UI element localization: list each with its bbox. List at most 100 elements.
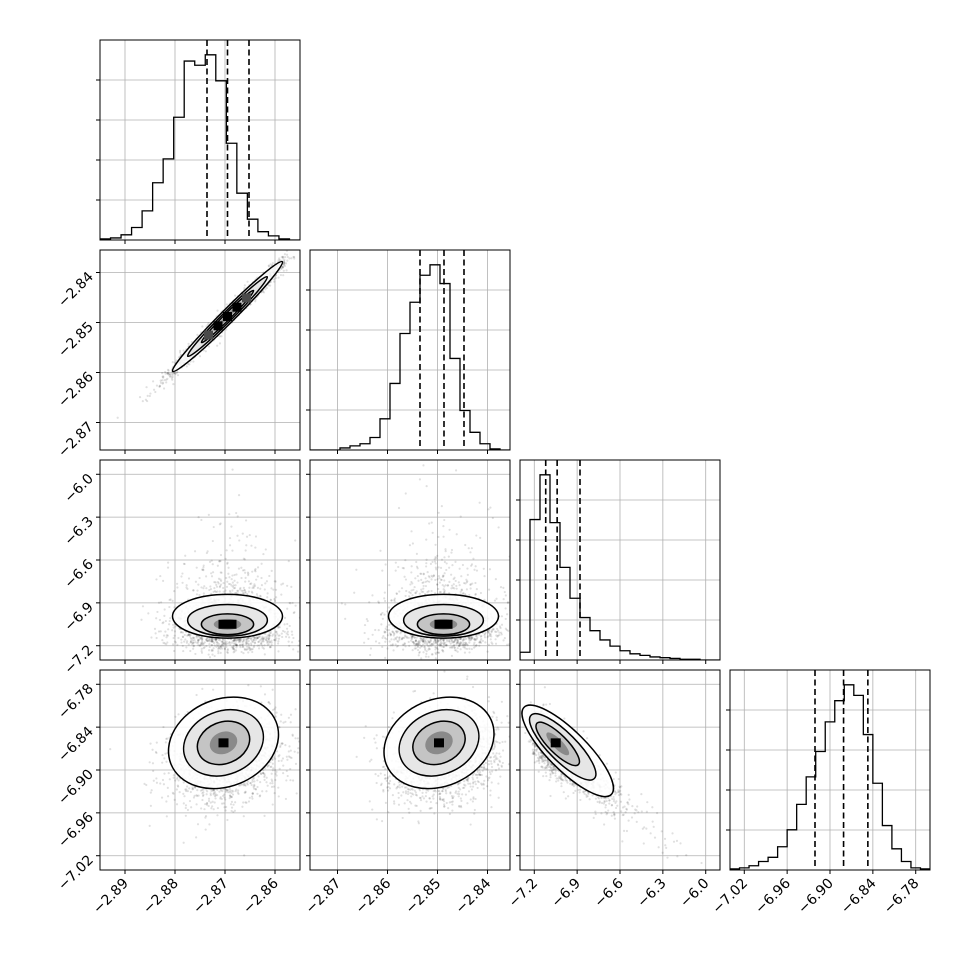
scatter-point	[208, 642, 211, 646]
scatter-point	[206, 550, 209, 553]
scatter-point	[506, 643, 509, 646]
scatter-point	[420, 645, 423, 648]
scatter-point	[185, 584, 188, 587]
scatter-point	[205, 638, 208, 642]
scatter-point	[237, 494, 241, 497]
scatter-point	[191, 643, 194, 646]
scatter-point	[288, 601, 291, 605]
scatter-point	[166, 641, 169, 644]
scatter-point	[487, 643, 490, 646]
scatter-point	[265, 580, 268, 583]
scatter-point	[450, 587, 453, 590]
scatter-point	[368, 601, 371, 604]
scatter-point	[222, 590, 225, 593]
scatter-point	[233, 638, 236, 641]
scatter-point	[395, 636, 399, 639]
scatter-point	[217, 645, 220, 648]
scatter-point	[247, 636, 251, 640]
scatter-point	[230, 641, 234, 644]
scatter-point	[176, 370, 179, 373]
scatter-point	[233, 579, 236, 582]
scatter-point	[254, 298, 257, 301]
scatter-point	[214, 590, 218, 594]
scatter-point	[242, 591, 245, 595]
peak-cell	[223, 312, 232, 321]
scatter-point	[197, 516, 200, 519]
scatter-point	[233, 639, 236, 642]
scatter-point	[457, 644, 460, 648]
scatter-point	[434, 657, 437, 660]
scatter-point	[270, 641, 273, 644]
scatter-point	[424, 584, 428, 588]
histogram-step-p2	[520, 474, 720, 660]
scatter-point	[386, 634, 390, 637]
histogram-step-p0	[100, 54, 300, 240]
scatter-point	[158, 618, 162, 622]
scatter-point	[199, 637, 202, 641]
scatter-point	[460, 588, 463, 591]
scatter-point	[410, 565, 413, 568]
scatter-point	[216, 644, 220, 647]
histogram-gridlines	[520, 460, 720, 660]
scatter-point	[216, 309, 219, 312]
scatter-point	[282, 269, 285, 272]
scatter-point	[414, 647, 418, 650]
scatter-point	[247, 651, 250, 654]
scatter-point	[474, 638, 478, 641]
scatter-point	[397, 506, 401, 510]
scatter-point	[268, 634, 271, 637]
scatter-point	[424, 640, 428, 644]
scatter-point	[211, 653, 214, 656]
scatter-point	[188, 635, 192, 638]
scatter-point	[395, 631, 399, 634]
scatter-point	[434, 640, 437, 643]
scatter-point	[245, 642, 249, 645]
scatter-point	[240, 643, 243, 646]
scatter-point	[228, 536, 232, 540]
scatter-point	[159, 601, 163, 604]
scatter-point	[215, 585, 219, 588]
scatter-point	[426, 642, 429, 645]
scatter-point	[283, 262, 286, 265]
scatter-point	[415, 643, 418, 646]
scatter-point	[223, 647, 226, 650]
scatter-point	[174, 372, 177, 375]
scatter-point	[471, 582, 474, 585]
scatter-point	[363, 623, 367, 627]
scatter-point	[196, 641, 199, 645]
scatter-point	[263, 588, 266, 591]
scatter-point	[499, 586, 503, 589]
scatter-point	[216, 344, 219, 347]
scatter-point	[453, 643, 456, 647]
scatter-point	[253, 644, 256, 647]
scatter-point	[441, 649, 444, 652]
scatter-point	[263, 644, 266, 647]
scatter-point	[210, 572, 213, 575]
scatter-point	[444, 548, 447, 551]
scatter-point	[187, 633, 190, 637]
scatter-point	[379, 613, 383, 616]
scatter-point	[170, 372, 174, 375]
scatter-point	[436, 651, 439, 654]
scatter-point	[251, 640, 254, 643]
scatter-point	[292, 611, 295, 615]
scatter-point	[411, 582, 414, 585]
scatter-point	[216, 641, 219, 644]
scatter-point	[459, 641, 462, 644]
scatter-point	[213, 580, 216, 584]
scatter-point	[430, 644, 433, 647]
scatter-point	[502, 598, 505, 601]
scatter-point	[435, 568, 438, 571]
scatter-point	[183, 633, 186, 637]
scatter-point	[403, 575, 406, 578]
scatter-point	[450, 646, 453, 649]
scatter-point	[173, 649, 176, 653]
scatter-point	[235, 649, 238, 652]
scatter-point	[475, 534, 478, 537]
scatter-point	[496, 635, 499, 638]
scatter-point	[210, 575, 214, 578]
scatter-point	[170, 377, 174, 380]
scatter-point	[185, 586, 188, 589]
scatter-point	[399, 632, 402, 635]
scatter-point	[179, 631, 183, 634]
